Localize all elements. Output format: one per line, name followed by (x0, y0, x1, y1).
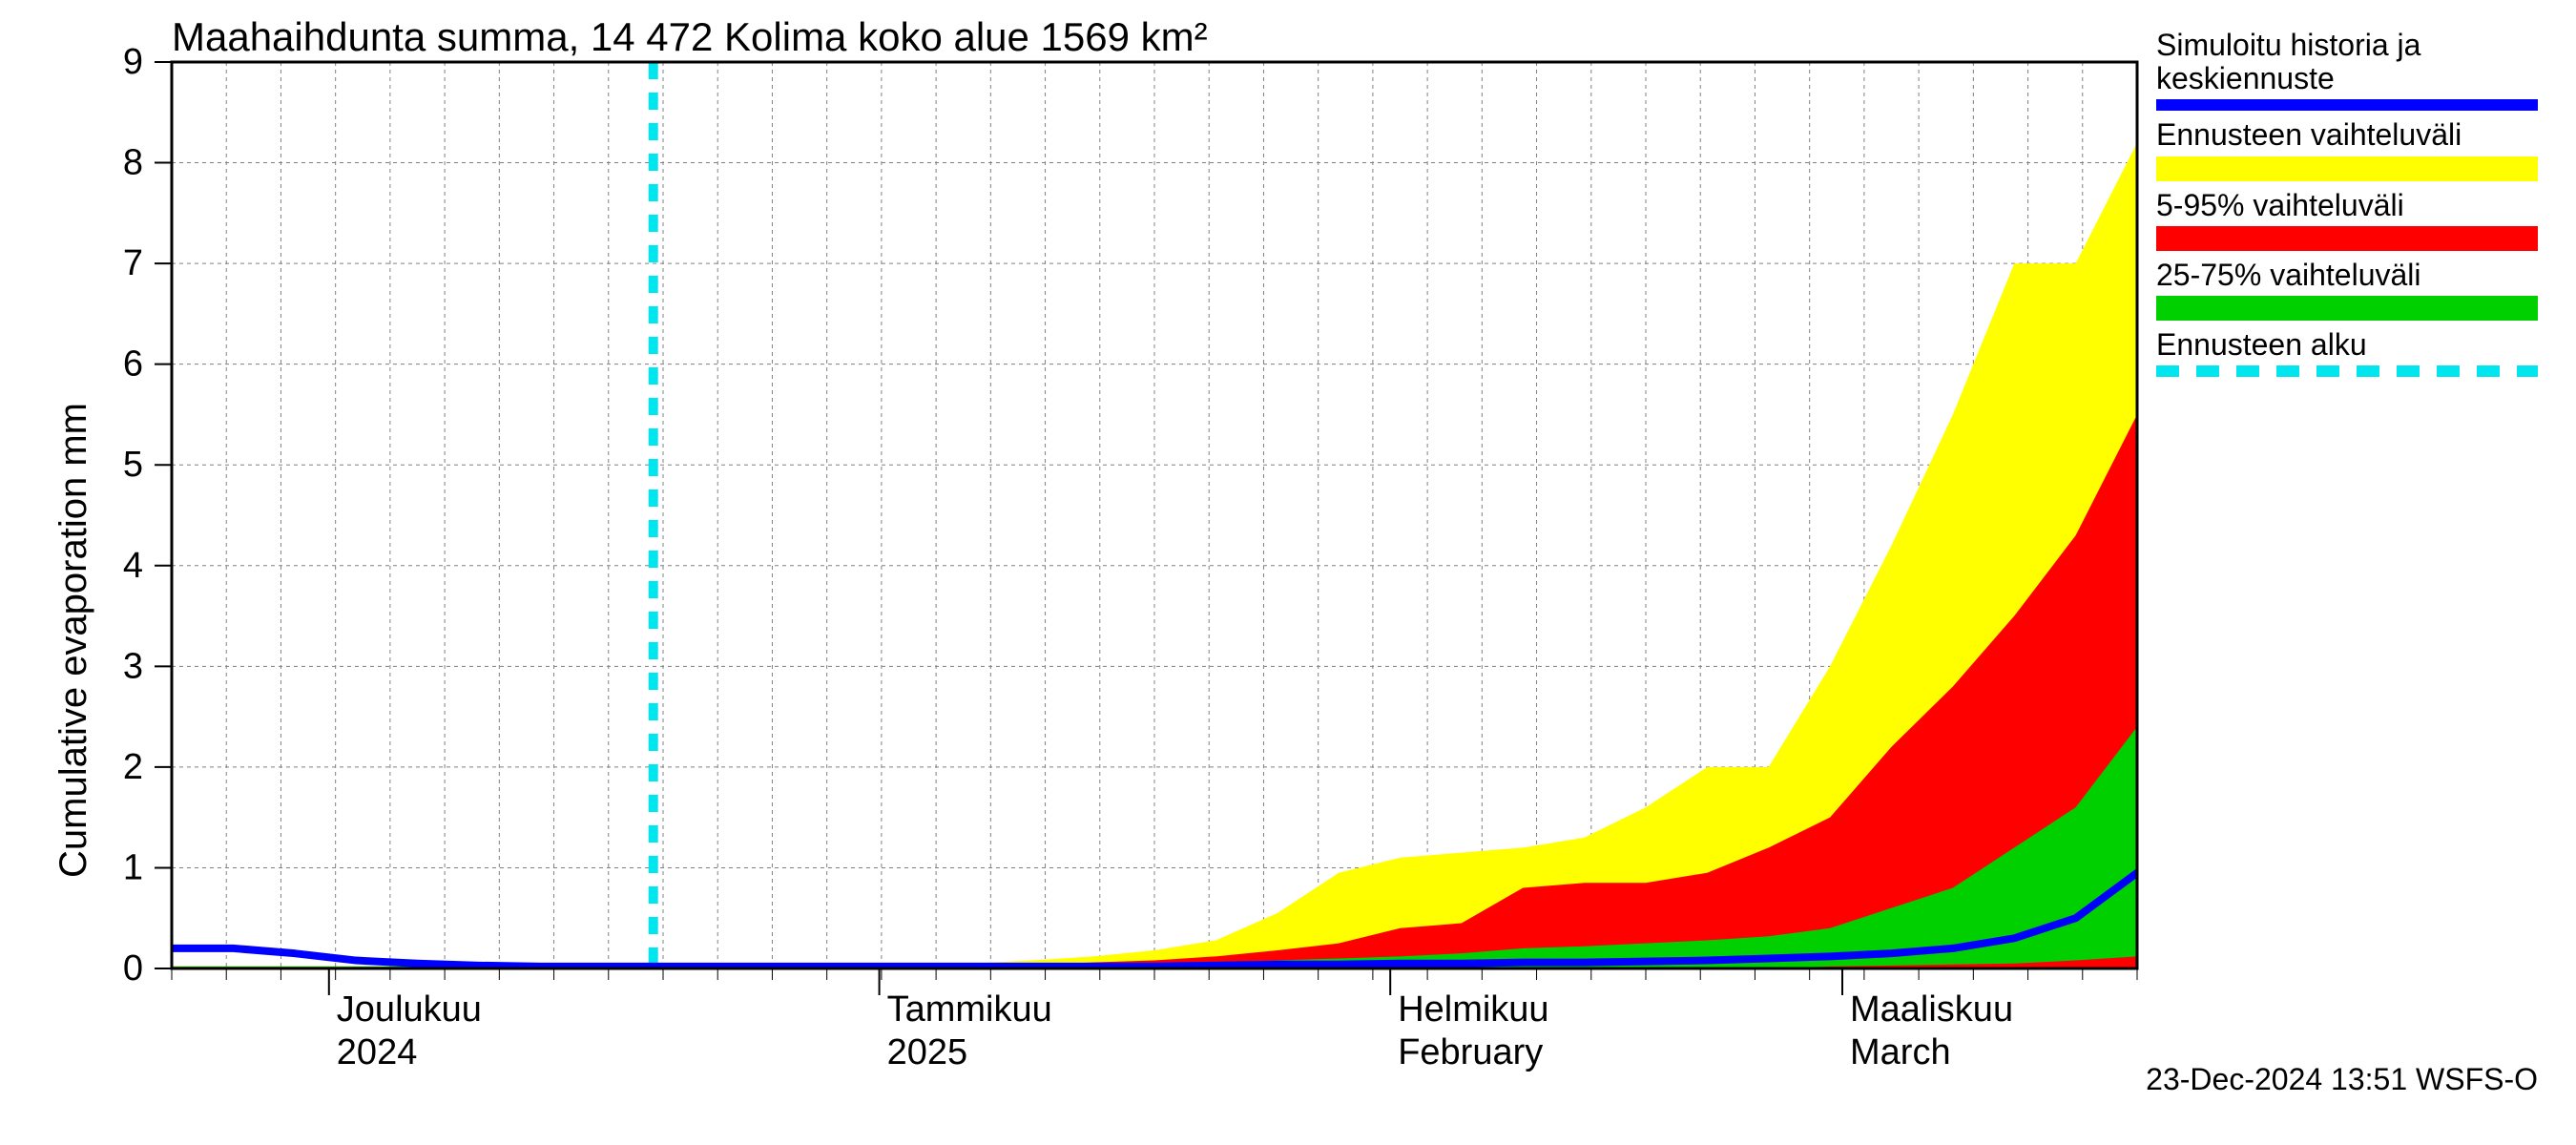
svg-text:Helmikuu: Helmikuu (1398, 989, 1548, 1030)
legend-swatch (2156, 99, 2538, 111)
legend-label: 25-75% vaihteluväli (2156, 259, 2538, 292)
svg-text:2024: 2024 (337, 1032, 418, 1072)
legend-swatch (2156, 365, 2538, 377)
svg-text:Joulukuu: Joulukuu (337, 989, 482, 1030)
chart-container: Maahaihdunta summa, 14 472 Kolima koko a… (0, 0, 2576, 1145)
legend-label: 5-95% vaihteluväli (2156, 189, 2538, 222)
legend-item: 25-75% vaihteluväli (2156, 259, 2538, 321)
legend-item: Ennusteen vaihteluväli (2156, 118, 2538, 180)
legend-swatch (2156, 156, 2538, 181)
svg-text:2: 2 (123, 747, 143, 787)
footer-timestamp: 23-Dec-2024 13:51 WSFS-O (2146, 1062, 2538, 1097)
legend-swatch (2156, 296, 2538, 321)
svg-text:March: March (1850, 1032, 1951, 1072)
svg-text:6: 6 (123, 344, 143, 385)
svg-text:9: 9 (123, 42, 143, 82)
svg-text:4: 4 (123, 546, 143, 586)
svg-text:2025: 2025 (887, 1032, 968, 1072)
legend-label: Ennusteen vaihteluväli (2156, 118, 2538, 152)
legend: Simuloitu historia ja keskiennuste Ennust… (2156, 29, 2538, 385)
legend-label: Ennusteen alku (2156, 328, 2538, 362)
svg-text:Maaliskuu: Maaliskuu (1850, 989, 2013, 1030)
legend-swatch (2156, 226, 2538, 251)
svg-text:Tammikuu: Tammikuu (887, 989, 1052, 1030)
svg-text:3: 3 (123, 646, 143, 686)
legend-label: Simuloitu historia ja keskiennuste (2156, 29, 2538, 95)
svg-text:0: 0 (123, 948, 143, 989)
svg-text:8: 8 (123, 143, 143, 183)
legend-item: Ennusteen alku (2156, 328, 2538, 377)
svg-text:5: 5 (123, 445, 143, 485)
legend-item: 5-95% vaihteluväli (2156, 189, 2538, 251)
svg-text:February: February (1398, 1032, 1543, 1072)
legend-item: Simuloitu historia ja keskiennuste (2156, 29, 2538, 111)
svg-text:1: 1 (123, 847, 143, 887)
svg-text:7: 7 (123, 243, 143, 283)
